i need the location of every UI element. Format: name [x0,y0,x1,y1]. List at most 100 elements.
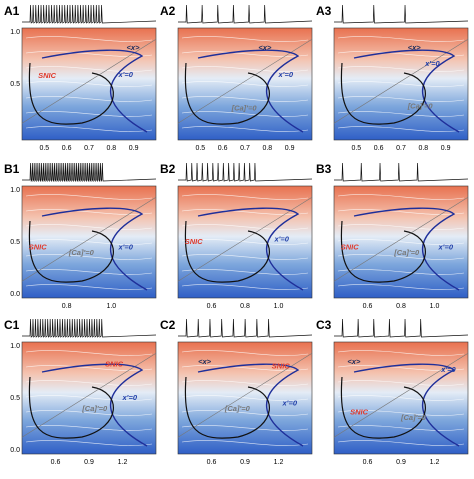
streamline [25,350,153,356]
trajectory [340,220,426,283]
streamline [181,440,309,446]
panel-label: B2 [160,162,176,176]
trajectory [340,62,426,125]
streamline [25,36,153,42]
annotation: x'=0 [117,70,133,79]
y-tick-label: 1.0 [10,343,20,350]
x-tick-label: 0.6 [374,145,384,152]
panel: A3 0.5 0.6 0.7 0.8 0.9 <x>x'=0 [Ca]'=0 [316,4,469,152]
panel: B3 0.6 0.8 1.0 SNIC [Ca]'=0 x'=0 [316,162,469,310]
panel: C2 0.6 0.9 1.2 <x> SNIC [Ca]'=0 x'=0 [160,318,313,466]
streamline [181,350,309,356]
calcium-nullcline [21,38,157,124]
streamline [25,365,153,371]
voltage-trace [22,162,157,183]
x-tick-label: 0.9 [240,459,250,466]
streamline [181,66,309,72]
streamline [25,126,153,132]
annotation: x'=0 [117,243,133,252]
x-tick-label: 0.5 [195,145,205,152]
x-nullcline [197,207,304,291]
calcium-nullcline [333,196,469,282]
voltage-trace [178,318,313,338]
annotation: [Ca]'=0 [400,413,427,422]
x-tick-label: 0.8 [62,303,72,310]
x-tick-label: 0.7 [396,145,406,152]
streamline [25,254,153,260]
annotation: <x> [127,43,141,52]
annotation: [Ca]'=0 [393,248,420,257]
annotation: SNIC [38,71,57,80]
x-tick-label: 0.6 [62,145,72,152]
streamline [181,111,309,117]
streamline [337,425,465,431]
annotation: [Ca]'=0 [68,248,95,257]
calcium-nullcline [333,38,469,124]
streamline [181,81,309,87]
streamline [337,284,465,290]
streamline [25,209,153,215]
panel: B1 0.8 1.0 1.0 0.5 0.0 SNIC [Ca]'=0 x'=0 [4,162,157,310]
trajectory [340,376,426,439]
annotation: <x> [258,43,272,52]
x-tick-label: 0.6 [207,303,217,310]
annotation: SNIC [350,408,369,417]
x-nullcline [197,363,304,447]
panel-label: A2 [160,4,176,18]
annotation: x'=0 [440,365,456,374]
x-tick-label: 0.9 [129,145,139,152]
panel-label: C2 [160,318,176,332]
calcium-nullcline [177,38,313,124]
y-tick-label: 0.5 [10,239,20,246]
streamline [181,254,309,260]
streamline [337,194,465,200]
x-tick-label: 0.9 [441,145,451,152]
y-tick-label: 0.5 [10,395,20,402]
annotation: <x> [408,43,422,52]
streamline [337,51,465,57]
streamline [25,395,153,401]
streamline [337,380,465,386]
voltage-trace [334,162,469,182]
calcium-nullcline [21,352,157,438]
streamline [25,111,153,117]
streamline [181,239,309,245]
streamline [337,350,465,356]
streamline [181,410,309,416]
x-tick-label: 1.2 [118,459,128,466]
streamline [25,51,153,57]
x-tick-label: 1.2 [274,459,284,466]
x-nullcline [353,207,460,291]
annotation: SNIC [272,362,291,371]
x-tick-label: 0.9 [396,459,406,466]
x-nullcline [353,363,460,447]
calcium-nullcline [333,352,469,438]
calcium-nullcline [177,196,313,282]
calcium-nullcline [177,352,313,438]
panel-label: A1 [4,4,20,18]
streamline [25,96,153,102]
streamline [25,239,153,245]
annotation: [Ca]'=0 [231,104,258,113]
streamline [25,410,153,416]
streamline [25,194,153,200]
annotation: <x> [347,357,361,366]
x-tick-label: 1.0 [430,303,440,310]
trajectory [184,376,270,439]
annotation: x'=0 [122,393,138,402]
streamline [181,425,309,431]
x-tick-label: 0.7 [84,145,94,152]
streamline [181,380,309,386]
panel-label: A3 [316,4,332,18]
x-tick-label: 0.8 [396,303,406,310]
x-nullcline [353,49,460,133]
panel-label: B3 [316,162,332,176]
x-tick-label: 0.6 [363,459,373,466]
x-tick-label: 0.9 [285,145,295,152]
streamline [25,66,153,72]
panel: A1 0.5 0.6 0.7 0.8 0.9 1.0 0.5 <x> x'=0 SNIC [4,4,157,152]
voltage-trace [22,318,157,338]
panel-label: C3 [316,318,332,332]
annotation: x'=0 [273,235,289,244]
streamline [181,126,309,132]
